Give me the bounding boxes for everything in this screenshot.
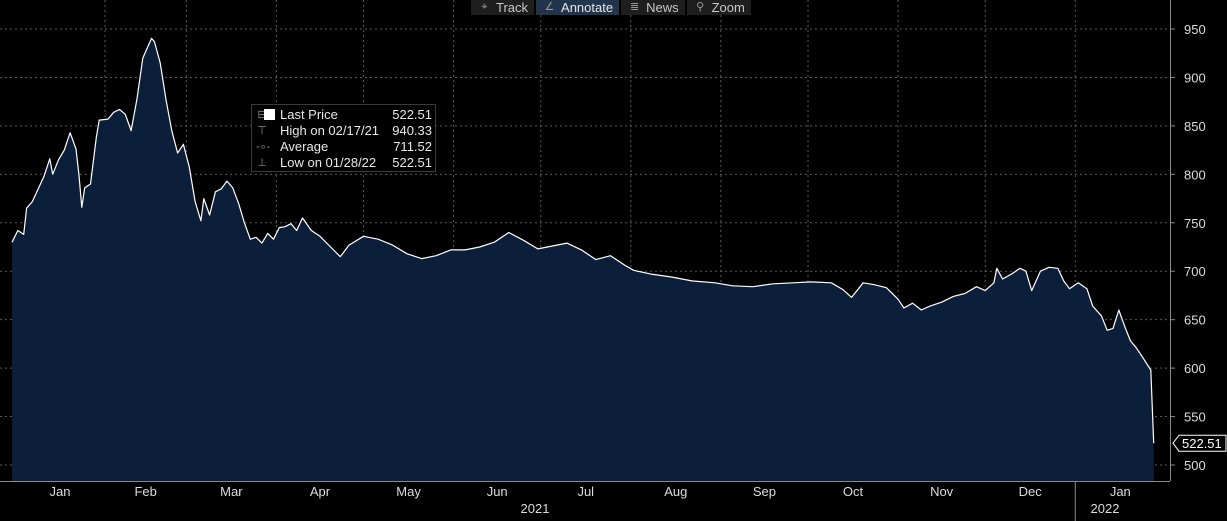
last-price-tag: 522.51 <box>1172 434 1227 452</box>
legend-value: 711.52 <box>393 139 432 154</box>
x-tick-label: Sep <box>753 484 776 499</box>
legend-value: 940.33 <box>392 123 432 138</box>
legend-row-low: ⊥ Low on 01/28/22 522.51 <box>252 155 435 171</box>
average-marker-icon: -∘- <box>256 141 271 153</box>
annotate-label: Annotate <box>561 0 614 15</box>
x-tick-label: Nov <box>930 484 954 499</box>
legend-row-average: -∘- Average 711.52 <box>252 139 435 155</box>
y-tick-label: 600 <box>1184 361 1206 376</box>
y-tick-label: 500 <box>1184 458 1206 473</box>
track-button[interactable]: ⌖ Track <box>471 0 535 15</box>
y-tick-label: 550 <box>1184 410 1206 425</box>
x-tick-label: Jan <box>1110 484 1131 499</box>
series-swatch <box>264 109 275 120</box>
crosshair-icon: ⌖ <box>481 1 488 13</box>
y-tick-label: 750 <box>1184 216 1206 231</box>
year-label: 2021 <box>521 501 550 516</box>
x-tick-label: May <box>396 484 421 499</box>
legend-value: 522.51 <box>392 155 432 170</box>
legend-label: Low on 01/28/22 <box>280 155 377 170</box>
chart-toolbar: ⌖ Track ∠ Annotate ≣ News ⚲ Zoom <box>471 0 751 15</box>
track-label: Track <box>496 0 529 15</box>
legend-box[interactable]: ⊟ Last Price 522.51 ⊤ High on 02/17/21 9… <box>251 104 436 172</box>
y-tick-label: 800 <box>1184 167 1206 182</box>
x-tick-label: Jan <box>49 484 70 499</box>
axes <box>0 0 1175 521</box>
axis-labels: 500 550 600 650 700 750 800 850 900 950 522.51 Jan F… <box>49 22 1227 516</box>
series-area-fill <box>12 38 1154 482</box>
legend-label: Average <box>280 139 329 154</box>
year-label: 2022 <box>1091 501 1120 516</box>
y-tick-label: 850 <box>1184 119 1206 134</box>
x-tick-label: Aug <box>664 484 687 499</box>
news-icon: ≣ <box>629 1 640 13</box>
x-tick-label: Apr <box>310 484 331 499</box>
x-tick-label: Feb <box>134 484 156 499</box>
y-tick-label: 900 <box>1184 70 1206 85</box>
y-tick-label: 700 <box>1184 264 1206 279</box>
y-tick-label: 950 <box>1184 22 1206 37</box>
y-tick-label: 650 <box>1184 313 1206 328</box>
legend-value: 522.51 <box>392 107 432 122</box>
x-tick-label: Mar <box>220 484 243 499</box>
zoom-button[interactable]: ⚲ Zoom <box>686 0 751 15</box>
low-marker-icon: ⊥ <box>257 157 267 169</box>
zoom-label: Zoom <box>711 0 745 15</box>
magnifier-icon: ⚲ <box>696 1 705 13</box>
x-tick-label: Dec <box>1019 484 1043 499</box>
news-label: News <box>646 0 679 15</box>
x-tick-label: Oct <box>843 484 864 499</box>
high-marker-icon: ⊤ <box>257 125 267 137</box>
x-tick-label: Jun <box>487 484 508 499</box>
legend-label: High on 02/17/21 <box>280 123 380 138</box>
x-tick-label: Jul <box>577 484 594 499</box>
annotate-button[interactable]: ∠ Annotate <box>536 0 620 15</box>
series-area <box>11 37 1155 482</box>
legend-row-high: ⊤ High on 02/17/21 940.33 <box>252 123 435 139</box>
legend-row-last-price[interactable]: ⊟ Last Price 522.51 <box>252 107 435 123</box>
news-button[interactable]: ≣ News <box>621 0 685 15</box>
legend-label: Last Price <box>280 107 338 122</box>
series-line <box>11 37 1155 444</box>
collapse-icon[interactable]: ⊟ <box>257 109 267 121</box>
last-price-tag-text: 522.51 <box>1182 436 1222 451</box>
pencil-icon: ∠ <box>544 1 555 13</box>
